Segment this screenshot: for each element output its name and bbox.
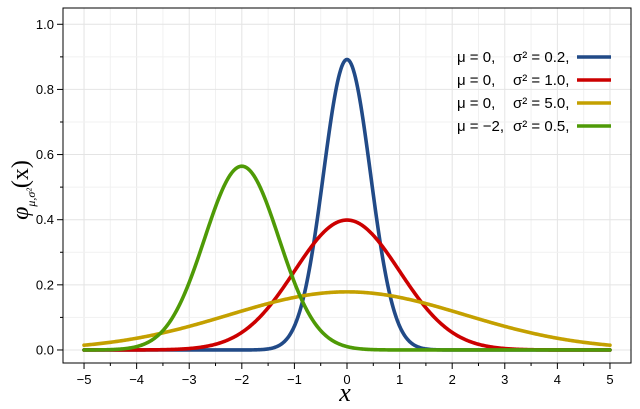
legend-mu-label: μ = −2,	[457, 118, 504, 135]
legend-entry: μ = 0, σ² = 5.0,	[457, 95, 611, 112]
y-tick-label: 0.8	[36, 82, 54, 97]
x-axis-label: x	[338, 378, 351, 407]
legend-variance-label: σ² = 0.2,	[513, 49, 569, 66]
x-tick-label: 3	[501, 372, 508, 387]
y-tick-label: 0.0	[36, 342, 54, 357]
density-curve-series-3	[82, 290, 612, 347]
y-axis-title: φμ,σ²(x)	[8, 160, 38, 220]
x-tick-label: −3	[182, 372, 197, 387]
x-tick-label: −5	[77, 372, 92, 387]
density-curve-series-4	[82, 164, 612, 352]
x-tick-label: 1	[396, 372, 403, 387]
legend-entry: μ = 0, σ² = 1.0,	[457, 72, 611, 89]
x-tick-label: −4	[129, 372, 144, 387]
y-tick-label: 0.4	[36, 212, 54, 227]
legend: μ = 0, σ² = 0.2, μ = 0, σ² = 1.0, μ = 0, σ² =…	[457, 49, 611, 135]
legend-mu-label: μ = 0,	[457, 72, 495, 89]
legend-mu-label: μ = 0,	[457, 49, 495, 66]
legend-entry: μ = −2, σ² = 0.5,	[457, 118, 611, 135]
density-curves	[82, 57, 612, 352]
y-tick-label: 1.0	[36, 17, 54, 32]
legend-mu-label: μ = 0,	[457, 95, 495, 112]
legend-variance-label: σ² = 1.0,	[513, 72, 569, 89]
y-axis-label-symbol: φ	[8, 207, 34, 220]
x-tick-label: −1	[287, 372, 302, 387]
x-tick-label: 2	[449, 372, 456, 387]
legend-entry: μ = 0, σ² = 0.2,	[457, 49, 611, 66]
y-tick-label: 0.2	[36, 277, 54, 292]
x-tick-label: 5	[606, 372, 613, 387]
x-tick-label: 4	[554, 372, 561, 387]
x-tick-label: −2	[234, 372, 249, 387]
axis-ticks: −5 −4 −3 −2 −1 0 1 2 3 4 5 0.0 0.2 0.4 0.6 0.8 1.0	[36, 17, 614, 387]
legend-variance-label: σ² = 5.0,	[513, 95, 569, 112]
legend-variance-label: σ² = 0.5,	[513, 118, 569, 135]
x-axis-title: x	[338, 378, 351, 407]
x-tick-label: 0	[343, 372, 350, 387]
y-axis-label: φμ,σ²(x)	[8, 160, 38, 220]
y-axis-label-subscript: μ,σ²	[24, 188, 38, 208]
y-tick-label: 0.6	[36, 147, 54, 162]
y-axis-label-argument: (x)	[8, 160, 34, 188]
